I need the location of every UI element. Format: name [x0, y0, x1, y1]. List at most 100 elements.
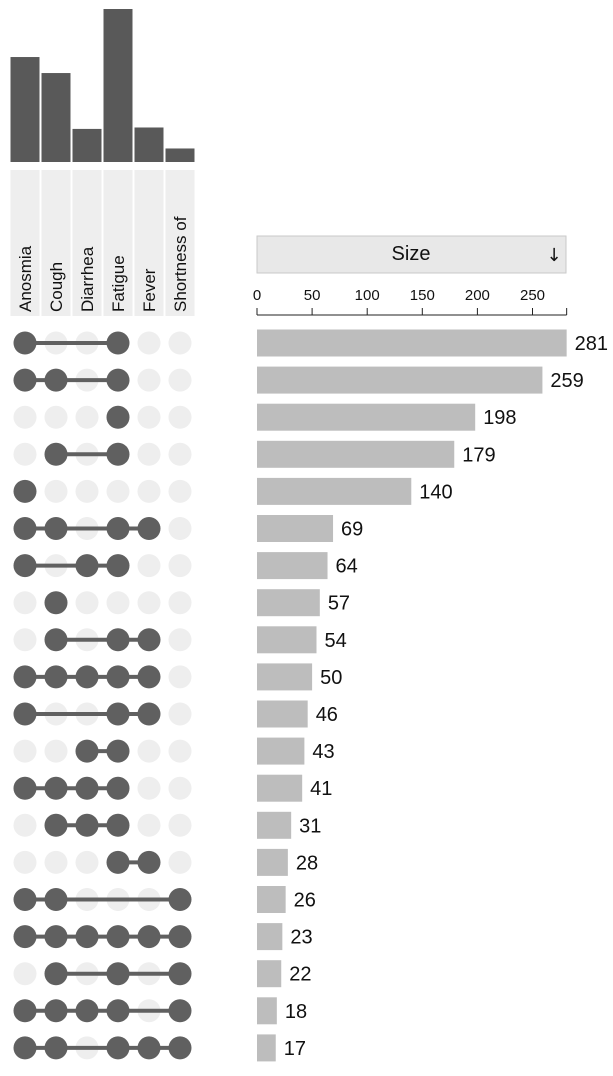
intersection-bar[interactable] — [257, 589, 320, 617]
matrix-dot-filled — [13, 999, 37, 1023]
intersection-bar[interactable] — [257, 403, 476, 431]
size-axis-tick-label: 100 — [355, 287, 380, 304]
matrix-dot-filled — [106, 331, 130, 355]
intersection-bar-label: 54 — [325, 630, 347, 652]
matrix-dot-filled — [137, 850, 161, 874]
matrix-dot-filled — [106, 739, 130, 763]
set-label-bg — [103, 170, 133, 316]
sort-arrow-icon[interactable]: ↓ — [546, 245, 561, 266]
matrix-dot-empty — [75, 591, 99, 615]
set-label-bg — [72, 170, 102, 316]
matrix-dot-empty — [44, 479, 68, 503]
set-label: Shortness of — [171, 216, 190, 312]
matrix-row[interactable] — [13, 442, 192, 466]
set-bar-fever — [134, 127, 164, 162]
matrix-row[interactable] — [13, 517, 192, 540]
matrix-dot-empty — [75, 850, 99, 874]
matrix-dot-filled — [75, 776, 99, 800]
matrix-dot-empty — [106, 479, 130, 503]
matrix-dot-empty — [75, 479, 99, 503]
intersection-bar[interactable] — [257, 886, 286, 913]
matrix-dot-filled — [106, 850, 130, 874]
intersection-bar[interactable] — [257, 700, 308, 728]
matrix-row[interactable] — [13, 925, 192, 949]
intersection-bar[interactable] — [257, 997, 277, 1025]
intersection-bar[interactable] — [257, 515, 334, 542]
set-label-bg — [10, 170, 40, 316]
matrix-dot-empty — [168, 776, 192, 800]
matrix-dot-filled — [13, 1036, 37, 1060]
matrix-dot-filled — [168, 888, 192, 911]
matrix-dot-empty — [168, 850, 192, 874]
matrix-dot-empty — [168, 702, 192, 726]
size-header-box[interactable] — [256, 235, 567, 274]
matrix-dot-filled — [106, 368, 130, 392]
matrix-row[interactable] — [13, 479, 192, 503]
matrix-dot-filled — [44, 776, 68, 800]
matrix-dot-empty — [168, 591, 192, 615]
matrix-dot-filled — [137, 1036, 161, 1060]
matrix-dot-filled — [44, 999, 68, 1023]
matrix-dot-filled — [44, 591, 68, 615]
intersection-bar[interactable] — [257, 774, 303, 802]
matrix-row[interactable] — [13, 368, 192, 392]
matrix-dot-filled — [75, 739, 99, 763]
matrix-dot-filled — [106, 1036, 130, 1060]
intersection-bar-label: 69 — [341, 519, 363, 541]
intersection-bar[interactable] — [257, 923, 283, 951]
matrix-row[interactable] — [13, 665, 192, 689]
matrix-row[interactable] — [13, 739, 192, 763]
matrix-row[interactable] — [13, 628, 192, 652]
intersection-bar[interactable] — [257, 552, 328, 580]
intersection-bar[interactable] — [257, 477, 412, 505]
matrix-row[interactable] — [13, 1036, 192, 1060]
matrix-row[interactable] — [13, 405, 192, 429]
intersection-bar[interactable] — [257, 737, 305, 765]
matrix-dot-empty — [168, 517, 192, 540]
intersection-bar-label: 198 — [483, 407, 516, 429]
matrix-row[interactable] — [13, 850, 192, 874]
intersection-bar[interactable] — [257, 811, 292, 839]
matrix-dot-empty — [137, 368, 161, 392]
matrix-row[interactable] — [13, 331, 192, 355]
intersection-bar[interactable] — [257, 960, 282, 988]
intersection-bar[interactable] — [257, 366, 543, 394]
matrix-row[interactable] — [13, 702, 192, 726]
matrix-dot-empty — [168, 739, 192, 763]
size-header[interactable]: Size ↓ — [256, 235, 567, 274]
matrix-row[interactable] — [13, 813, 192, 837]
matrix-dot-filled — [13, 479, 37, 503]
intersection-bar[interactable] — [257, 848, 288, 876]
matrix-row[interactable] — [13, 591, 192, 615]
matrix-row[interactable] — [13, 962, 192, 986]
matrix-dot-empty — [44, 739, 68, 763]
intersection-bar[interactable] — [257, 663, 313, 691]
matrix-dot-empty — [137, 405, 161, 429]
matrix-row[interactable] — [13, 888, 192, 911]
matrix-dot-filled — [106, 665, 130, 689]
matrix-dot-filled — [106, 702, 130, 726]
matrix-dot-filled — [13, 368, 37, 392]
matrix-dot-empty — [44, 405, 68, 429]
set-bar-diarrhea — [72, 128, 102, 162]
matrix-dot-filled — [44, 517, 68, 540]
size-axis-tick-label: 250 — [520, 287, 545, 304]
matrix-dot-empty — [13, 850, 37, 874]
matrix-dot-filled — [13, 702, 37, 726]
matrix-row[interactable] — [13, 776, 192, 800]
intersection-bar[interactable] — [257, 329, 567, 357]
intersection-bar[interactable] — [257, 1034, 276, 1062]
size-axis-tick-label: 50 — [304, 287, 321, 304]
intersection-matrix — [13, 331, 192, 1060]
matrix-dot-filled — [106, 962, 130, 986]
matrix-dot-filled — [106, 554, 130, 578]
matrix-row[interactable] — [13, 999, 192, 1023]
matrix-dot-filled — [13, 925, 37, 949]
matrix-dot-filled — [13, 331, 37, 355]
matrix-row[interactable] — [13, 554, 192, 578]
intersection-bar[interactable] — [257, 626, 317, 654]
matrix-dot-empty — [168, 405, 192, 429]
matrix-dot-filled — [44, 665, 68, 689]
matrix-dot-empty — [13, 405, 37, 429]
intersection-bar[interactable] — [257, 440, 455, 468]
